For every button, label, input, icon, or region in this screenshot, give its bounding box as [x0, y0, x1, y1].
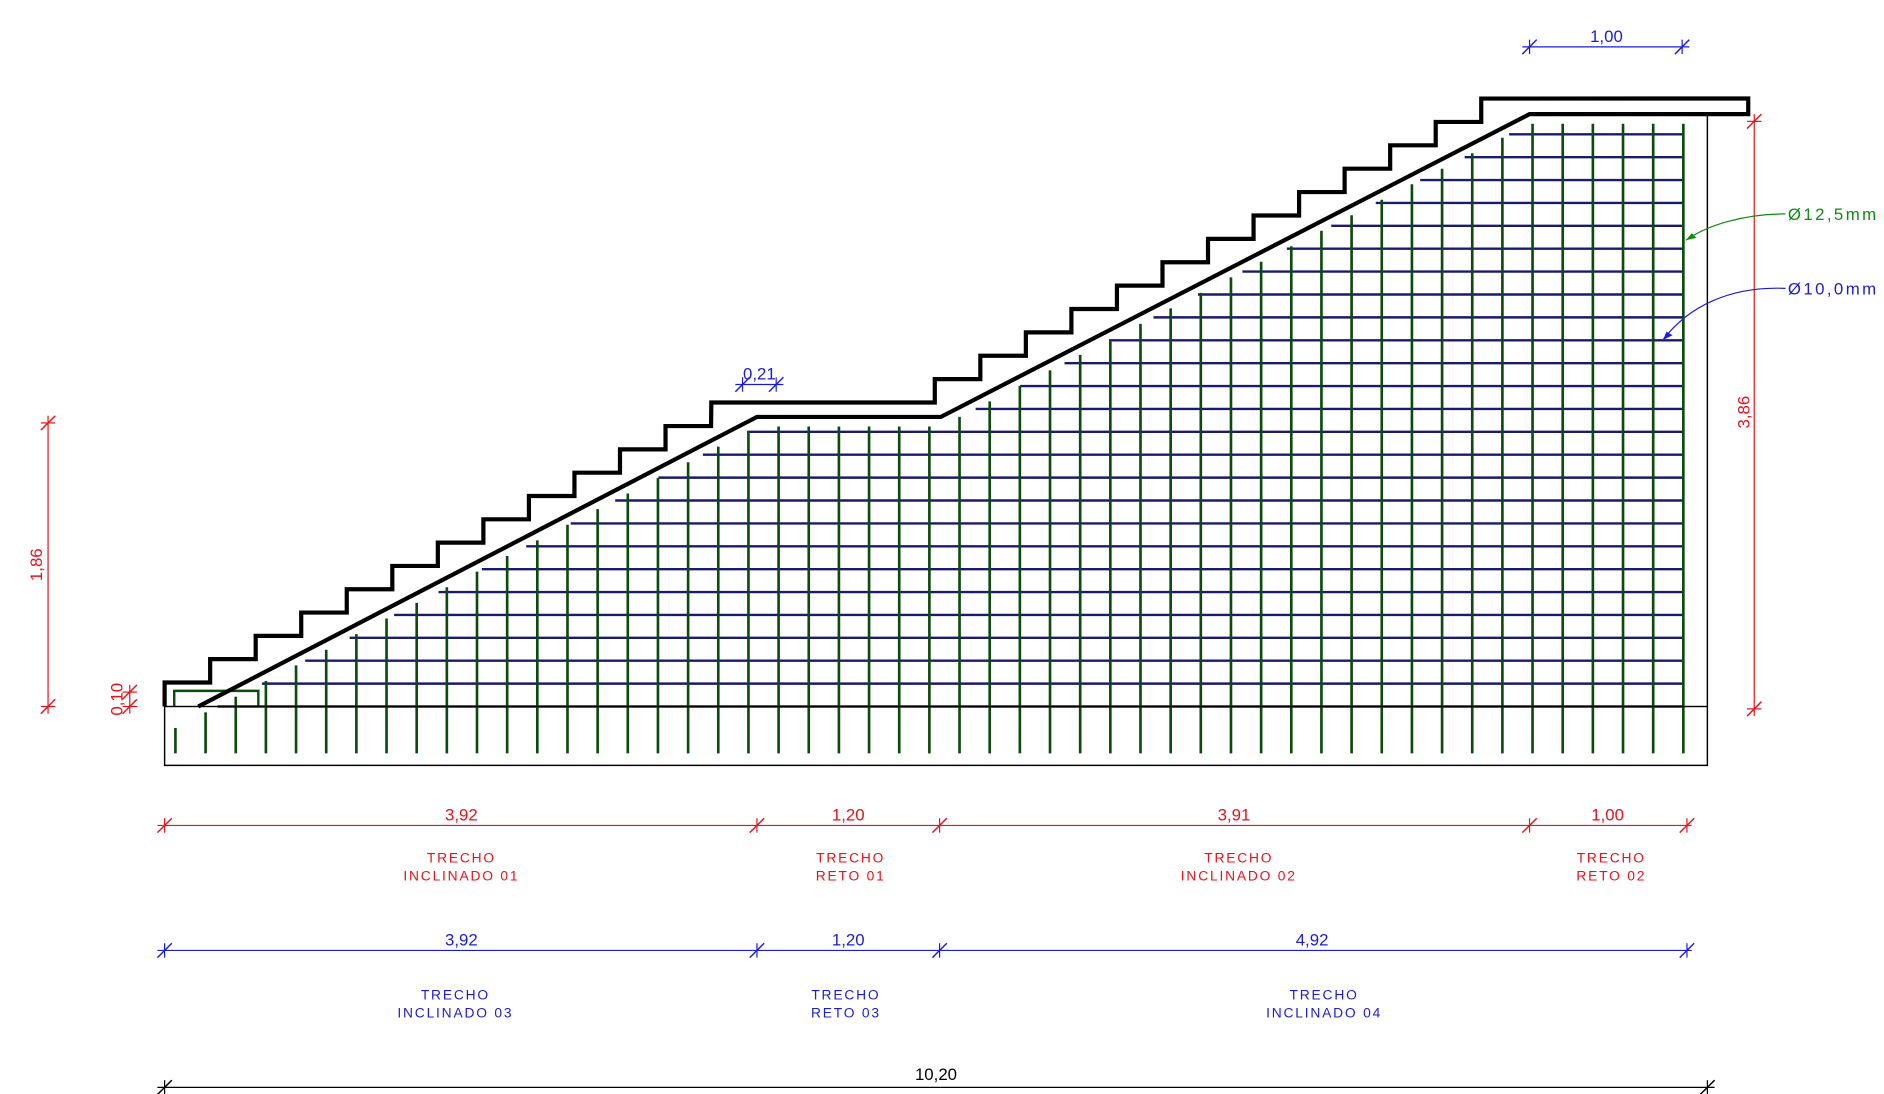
arrowhead	[1685, 233, 1697, 241]
dim-text: 1,86	[27, 548, 46, 581]
section-label: TRECHO	[811, 987, 880, 1003]
section-label: TRECHO	[1577, 850, 1646, 866]
section-label: INCLINADO 04	[1266, 1005, 1382, 1021]
dim-text: 3,91	[1218, 806, 1251, 825]
section-label: RETO 03	[811, 1005, 881, 1021]
dim-text: 3,86	[1734, 396, 1753, 429]
section-label: TRECHO	[816, 850, 885, 866]
section-label: INCLINADO 02	[1181, 868, 1297, 884]
leader	[1685, 213, 1786, 241]
dim-text: 10,20	[915, 1065, 957, 1084]
base-slab	[163, 705, 1709, 767]
section-label: TRECHO	[421, 987, 490, 1003]
structure	[162, 96, 1751, 767]
rebar	[173, 123, 1685, 754]
dim-text: 1,00	[1590, 27, 1623, 46]
dim-text: 1,00	[1591, 806, 1624, 825]
dim-text: 1,20	[832, 806, 865, 825]
dim-text: 0,10	[108, 683, 127, 716]
section-label: INCLINADO 03	[397, 1005, 513, 1021]
section-label: RETO 02	[1576, 868, 1646, 884]
section-label: TRECHO	[1204, 850, 1273, 866]
dimensions	[40, 39, 1786, 1094]
dim-text: 3,92	[445, 931, 478, 950]
dim-text: 1,20	[832, 931, 865, 950]
dim-text: 4,92	[1296, 931, 1329, 950]
dim-text: 0,21	[743, 365, 776, 384]
stair-outline	[162, 96, 1751, 709]
section-label: RETO 01	[816, 868, 886, 884]
arrowhead	[1662, 331, 1673, 341]
section-label: TRECHO	[427, 850, 496, 866]
section-label: INCLINADO 01	[403, 868, 519, 884]
rebar-label: Ø10,0mm	[1788, 279, 1879, 298]
dim-text: 3,92	[445, 806, 478, 825]
leader	[1662, 287, 1786, 341]
section-label: TRECHO	[1290, 987, 1359, 1003]
rebar-label: Ø12,5mm	[1788, 205, 1879, 224]
bar-hook	[173, 689, 260, 707]
